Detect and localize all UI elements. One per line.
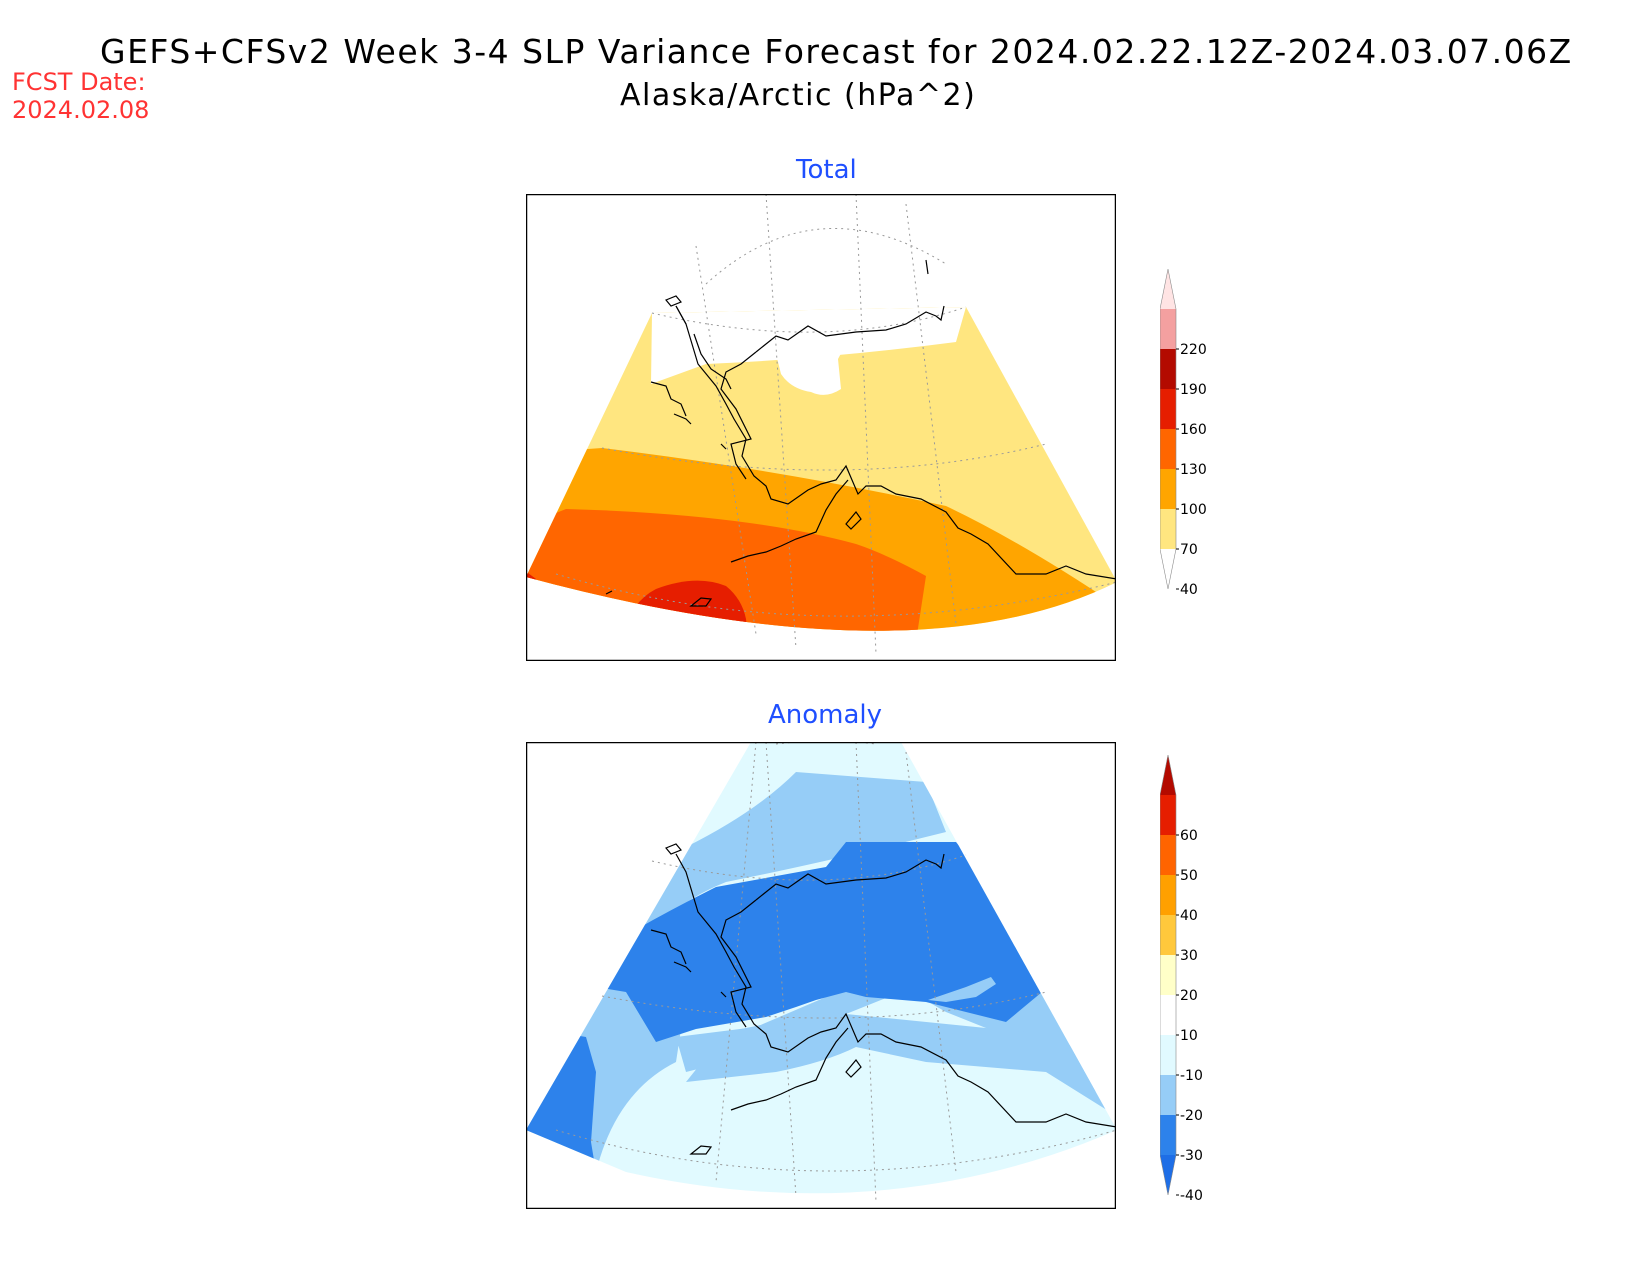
graticule (555, 742, 1116, 1203)
total-variance-map (526, 194, 1116, 661)
forecast-date-value: 2024.02.08 (12, 96, 150, 124)
shade-130-160-west (526, 564, 536, 631)
total-colorbar: 40 70 100 130 160 190 220 (1160, 268, 1207, 598)
anomaly-colorbar-tick-label: 20 (1180, 988, 1198, 1004)
forecast-date-label: FCST Date: (12, 68, 146, 96)
anomaly-colorbar-swatch-bottom (1160, 1155, 1176, 1195)
anomaly-colorbar-tick-label: -10 (1180, 1068, 1203, 1084)
shade-white-north-coast (776, 344, 846, 395)
total-colorbar-tick-label: 40 (1180, 582, 1198, 598)
total-colorbar-swatch-1 (1160, 509, 1176, 549)
total-colorbar-tick-label: 220 (1180, 342, 1207, 358)
total-colorbar-tick-label: 160 (1180, 422, 1207, 438)
total-colorbar-tick-label: 130 (1180, 462, 1207, 478)
total-colorbar-swatch-6 (1160, 309, 1176, 349)
anomaly-colorbar-swatch-6 (1160, 915, 1176, 955)
anomaly-colorbar-tick-label: 50 (1180, 868, 1198, 884)
map-frame (526, 742, 1116, 1209)
anomaly-colorbar-swatch-7 (1160, 875, 1176, 915)
anomaly-colorbar: -40 -30 -20 -10 10 20 30 40 50 60 (1160, 755, 1203, 1204)
total-colorbar-tick-label: 190 (1180, 382, 1207, 398)
anomaly-colorbar-tick-label: 10 (1180, 1028, 1198, 1044)
total-colorbar-tick-label: 70 (1180, 542, 1198, 558)
anomaly-colorbar-tick-label: 60 (1180, 828, 1198, 844)
total-colorbar-swatch-2 (1160, 469, 1176, 509)
graticule (555, 194, 1116, 655)
anomaly-colorbar-swatch-9 (1160, 795, 1176, 835)
anomaly-colorbar-tick-label: -20 (1180, 1108, 1203, 1124)
anomaly-colorbar-swatch-4 (1160, 995, 1176, 1035)
forecast-date-block: FCST Date: 2024.02.08 (12, 68, 149, 124)
coastline (650, 843, 1116, 1155)
shade-white-north (651, 307, 966, 384)
anomaly-panel-title: Anomaly (768, 700, 883, 730)
anomaly-colorbar-swatch-8 (1160, 835, 1176, 875)
map-frame (526, 194, 1116, 661)
chart-title: GEFS+CFSv2 Week 3-4 SLP Variance Forecas… (100, 32, 1573, 71)
anomaly-colorbar-tick-label: 40 (1180, 908, 1198, 924)
total-colorbar-tick-label: 100 (1180, 502, 1207, 518)
shade-minus20-minus30-south (686, 1012, 1116, 1122)
shade-minus20-lobe (928, 977, 996, 1002)
anomaly-colorbar-tick-label: 30 (1180, 948, 1198, 964)
total-panel-title: Total (796, 155, 857, 185)
anomaly-colorbar-swatch-5 (1160, 955, 1176, 995)
total-colorbar-swatch-4 (1160, 389, 1176, 429)
anomaly-colorbar-tick-label: -30 (1180, 1148, 1203, 1164)
anomaly-colorbar-swatch-1 (1160, 1115, 1176, 1155)
anomaly-colorbar-swatch-3 (1160, 1035, 1176, 1075)
total-colorbar-swatch-bottom (1160, 549, 1176, 589)
total-colorbar-swatch-3 (1160, 429, 1176, 469)
anomaly-colorbar-swatch-top (1160, 755, 1176, 795)
shade-minus30-minus40 (566, 842, 1066, 1042)
anomaly-variance-map (526, 742, 1116, 1209)
total-colorbar-swatch-top (1160, 269, 1176, 309)
shade-minus30-minus40-west (526, 1032, 596, 1172)
chart-subtitle: Alaska/Arctic (hPa^2) (620, 78, 977, 113)
anomaly-colorbar-tick-label: -40 (1180, 1188, 1203, 1204)
coastline (605, 259, 1116, 607)
total-colorbar-swatch-5 (1160, 349, 1176, 389)
anomaly-colorbar-swatch-2 (1160, 1075, 1176, 1115)
